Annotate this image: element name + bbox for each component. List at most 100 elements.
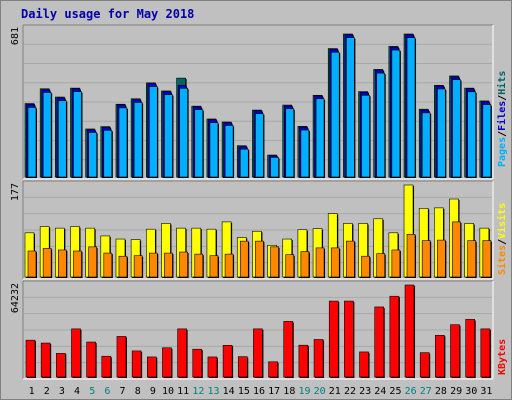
bar-kbytes <box>71 328 81 378</box>
x-tick-label: 9 <box>150 386 156 397</box>
bar-kbytes <box>480 328 491 378</box>
x-tick-label: 1 <box>29 386 35 397</box>
bar-sites <box>330 247 340 278</box>
bar-kbytes <box>435 335 445 378</box>
bar-sites <box>285 254 295 278</box>
bar-pages <box>88 132 97 178</box>
bar-sites <box>346 240 355 278</box>
x-tick-label: 21 <box>329 386 341 397</box>
bar-kbytes <box>374 306 385 378</box>
bar-kbytes <box>177 328 187 378</box>
x-tick-label: 4 <box>74 386 80 397</box>
bar-sites <box>27 250 37 278</box>
bar-pages <box>376 72 386 178</box>
bar-pages <box>330 51 340 178</box>
bar-kbytes <box>344 300 354 378</box>
x-tick-label: 2 <box>44 386 50 397</box>
bar-pages <box>300 129 310 178</box>
bar-pages <box>255 113 264 178</box>
x-tick-label: 14 <box>223 386 235 397</box>
legend-pages-files-hits-part: Files <box>496 101 508 131</box>
bar-kbytes <box>450 324 460 378</box>
x-tick-label: 5 <box>89 386 95 397</box>
x-tick-label: 8 <box>135 386 141 397</box>
legend-pages-files-hits-part: Hits <box>496 71 508 95</box>
y-max-label-kbytes: 64232 <box>10 283 21 313</box>
bar-sites <box>118 255 128 278</box>
bar-pages <box>118 107 128 178</box>
bar-sites <box>437 239 446 278</box>
bar-sites <box>224 253 234 278</box>
bar-sites <box>421 240 431 278</box>
x-tick-label: 11 <box>177 386 189 397</box>
legend-sites-visits-part: Visits <box>496 203 508 239</box>
x-tick-label: 28 <box>435 386 447 397</box>
x-tick-label: 17 <box>268 386 280 397</box>
bar-pages <box>164 94 173 178</box>
bar-sites <box>467 240 476 278</box>
bar-sites <box>73 250 82 278</box>
bar-sites <box>406 234 416 278</box>
x-tick-label: 15 <box>238 386 250 397</box>
bar-kbytes <box>268 361 278 378</box>
bar-pages <box>452 79 461 178</box>
bar-pages <box>58 100 67 178</box>
bar-pages <box>194 109 204 178</box>
bar-kbytes <box>419 352 430 378</box>
x-tick-label: 22 <box>344 386 356 397</box>
bar-pages <box>103 129 113 178</box>
x-tick-label: 26 <box>405 386 417 397</box>
bar-kbytes <box>86 341 96 378</box>
x-tick-label: 19 <box>298 386 310 397</box>
x-tick-label: 16 <box>253 386 265 397</box>
x-tick-label: 7 <box>120 386 126 397</box>
bar-sites <box>255 240 264 278</box>
x-tick-label: 23 <box>359 386 371 397</box>
bar-sites <box>239 240 249 278</box>
bar-pages <box>437 88 446 178</box>
bar-sites <box>58 249 67 278</box>
bar-kbytes <box>207 356 218 378</box>
bar-sites <box>209 255 219 278</box>
bar-kbytes <box>298 344 309 378</box>
bar-sites <box>482 240 492 278</box>
legend-sites-visits-part: Sites <box>496 245 508 275</box>
bar-sites <box>179 251 188 278</box>
bar-sites <box>42 248 52 278</box>
y-max-label-hits: 681 <box>10 27 21 45</box>
bar-pages <box>73 91 82 178</box>
bar-kbytes <box>192 348 203 378</box>
bar-sites <box>148 252 158 278</box>
bar-pages <box>391 49 401 178</box>
bar-pages <box>285 108 295 178</box>
bar-kbytes <box>25 339 36 378</box>
x-tick-label: 13 <box>207 386 219 397</box>
bar-sites <box>194 253 204 278</box>
bar-kbytes <box>40 342 51 378</box>
bar-kbytes <box>253 328 263 378</box>
bar-sites <box>88 246 97 278</box>
x-tick-label: 10 <box>162 386 174 397</box>
bar-sites <box>391 249 401 278</box>
bar-pages <box>346 37 355 178</box>
bar-pages <box>209 122 219 178</box>
bar-sites <box>133 255 143 278</box>
bar-sites <box>300 251 310 278</box>
x-tick-label: 30 <box>465 386 477 397</box>
x-tick-label: 12 <box>192 386 204 397</box>
bar-kbytes <box>146 356 157 378</box>
bar-pages <box>224 125 234 178</box>
bar-kbytes <box>56 353 66 378</box>
bar-kbytes <box>404 284 415 378</box>
bar-pages <box>361 94 370 178</box>
bar-pages <box>239 148 249 178</box>
bar-kbytes <box>222 345 233 378</box>
bar-kbytes <box>465 319 475 378</box>
legend-pages-files-hits-part: Pages <box>497 137 508 167</box>
chart-title: Daily usage for May 2018 <box>21 7 195 21</box>
legend-pages-files-hits: Pages/Files/Hits <box>496 71 508 167</box>
bar-pages <box>467 91 476 178</box>
x-tick-label: 27 <box>420 386 432 397</box>
legend-sites-visits-part: / <box>497 239 508 245</box>
